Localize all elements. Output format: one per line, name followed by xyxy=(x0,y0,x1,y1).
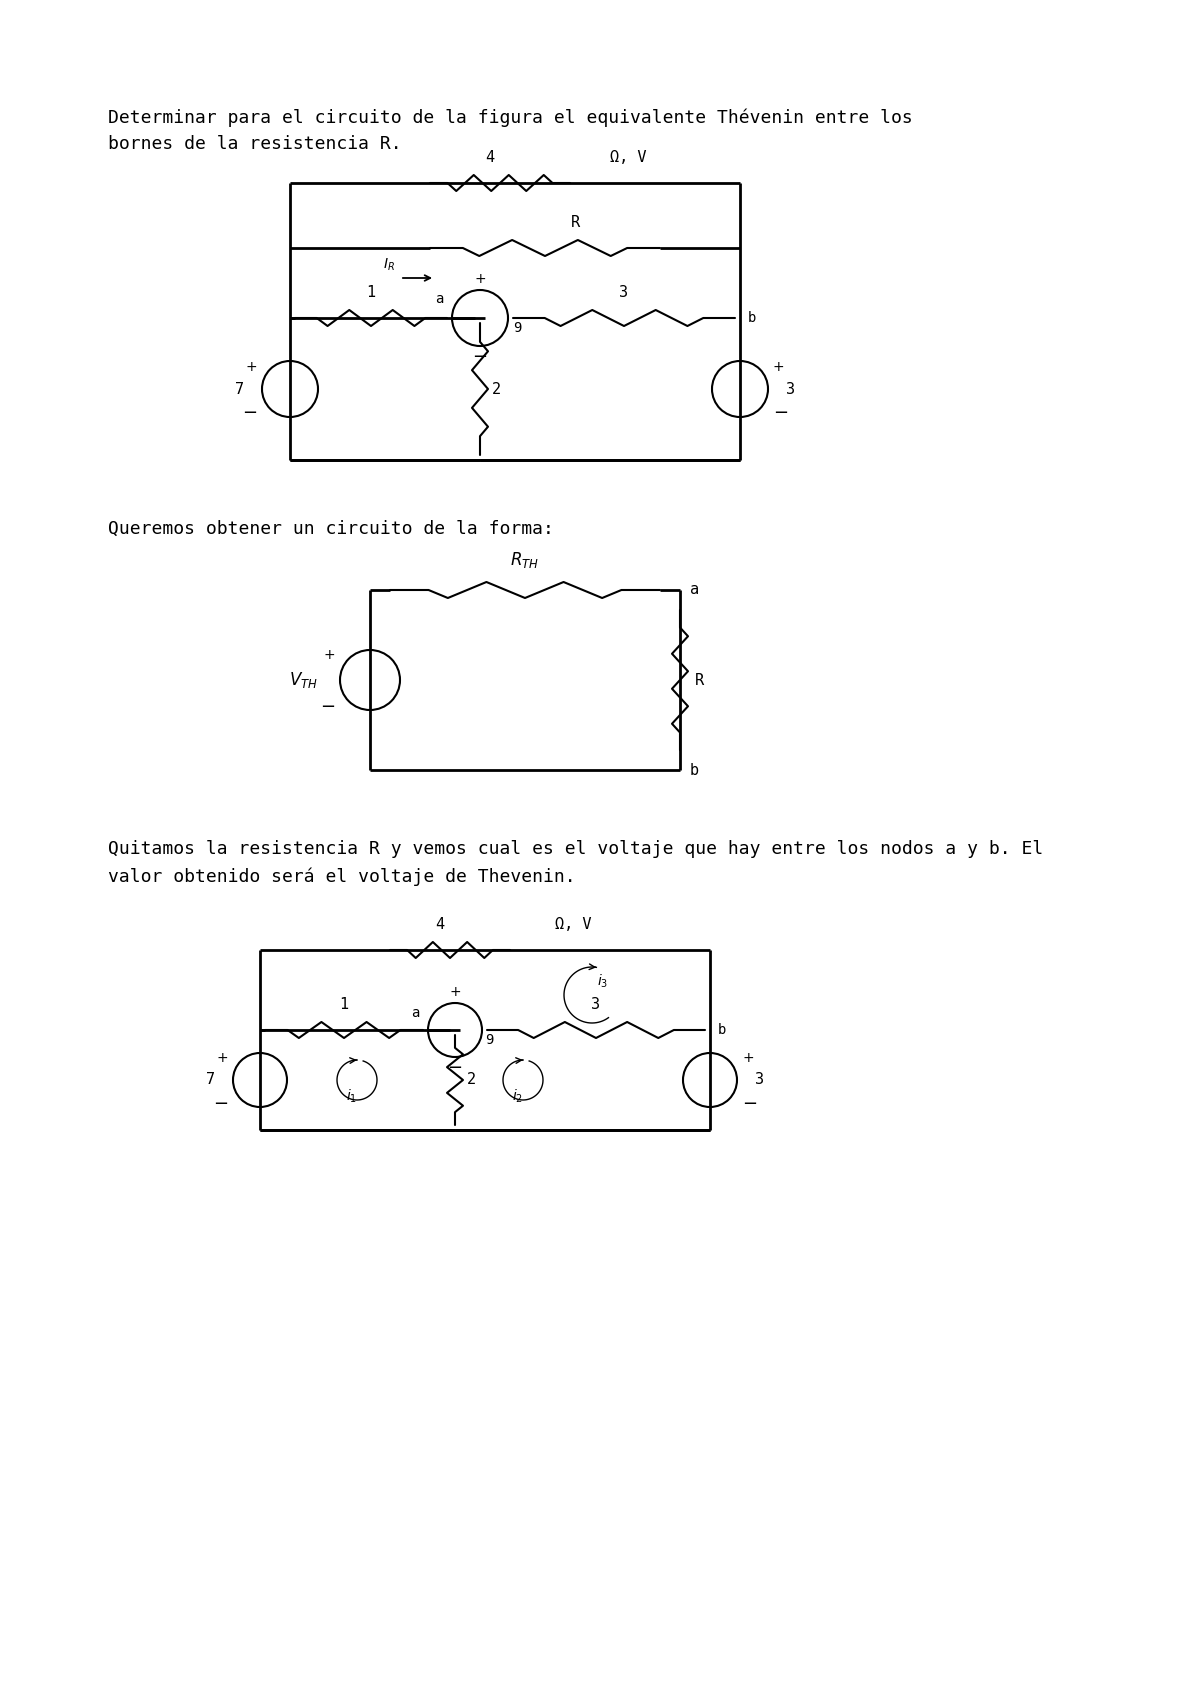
Text: +: + xyxy=(474,272,486,285)
Text: $i_2$: $i_2$ xyxy=(512,1088,523,1105)
Text: 9: 9 xyxy=(514,321,521,335)
Text: Ω, V: Ω, V xyxy=(554,917,592,932)
Text: +: + xyxy=(773,360,785,374)
Text: Ω, V: Ω, V xyxy=(610,149,647,165)
Text: $I_R$: $I_R$ xyxy=(383,256,395,273)
Text: 1: 1 xyxy=(340,997,348,1012)
Text: valor obtenido será el voltaje de Thevenin.: valor obtenido será el voltaje de Theven… xyxy=(108,868,576,885)
Text: a: a xyxy=(436,292,444,306)
Text: Determinar para el circuito de la figura el equivalente Thévenin entre los: Determinar para el circuito de la figura… xyxy=(108,109,913,126)
Text: 1: 1 xyxy=(366,285,376,301)
Text: 4: 4 xyxy=(436,917,444,932)
Text: 3: 3 xyxy=(786,382,796,397)
Text: +: + xyxy=(245,360,257,374)
Text: bornes de la resistencia R.: bornes de la resistencia R. xyxy=(108,136,402,153)
Text: −: − xyxy=(212,1095,228,1112)
Text: −: − xyxy=(242,404,257,423)
Text: 2: 2 xyxy=(492,382,502,397)
Text: a: a xyxy=(690,582,700,598)
Text: b: b xyxy=(690,762,700,778)
Text: $i_3$: $i_3$ xyxy=(598,973,608,990)
Text: 3: 3 xyxy=(592,997,600,1012)
Text: $V_{TH}$: $V_{TH}$ xyxy=(289,671,318,689)
Text: −: − xyxy=(320,698,335,717)
Text: −: − xyxy=(473,348,487,367)
Text: b: b xyxy=(748,311,756,324)
Text: Quitamos la resistencia R y vemos cual es el voltaje que hay entre los nodos a y: Quitamos la resistencia R y vemos cual e… xyxy=(108,841,1043,857)
Text: −: − xyxy=(742,1095,757,1112)
Text: Queremos obtener un circuito de la forma:: Queremos obtener un circuito de la forma… xyxy=(108,520,554,538)
Text: 3: 3 xyxy=(619,285,629,301)
Text: b: b xyxy=(718,1022,726,1037)
Text: $R_{TH}$: $R_{TH}$ xyxy=(510,550,540,571)
Text: 3: 3 xyxy=(755,1073,764,1087)
Text: +: + xyxy=(449,985,461,998)
Text: 7: 7 xyxy=(206,1073,215,1087)
Text: R: R xyxy=(695,672,704,688)
Text: R: R xyxy=(570,216,580,229)
Text: 9: 9 xyxy=(485,1032,493,1048)
Text: +: + xyxy=(323,649,335,662)
Text: +: + xyxy=(216,1051,228,1065)
Text: +: + xyxy=(742,1051,754,1065)
Text: 7: 7 xyxy=(235,382,244,397)
Text: −: − xyxy=(773,404,788,423)
Text: a: a xyxy=(412,1005,420,1020)
Text: $i_1$: $i_1$ xyxy=(347,1088,358,1105)
Text: 2: 2 xyxy=(467,1073,476,1087)
Text: 4: 4 xyxy=(486,149,494,165)
Text: −: − xyxy=(448,1060,462,1077)
